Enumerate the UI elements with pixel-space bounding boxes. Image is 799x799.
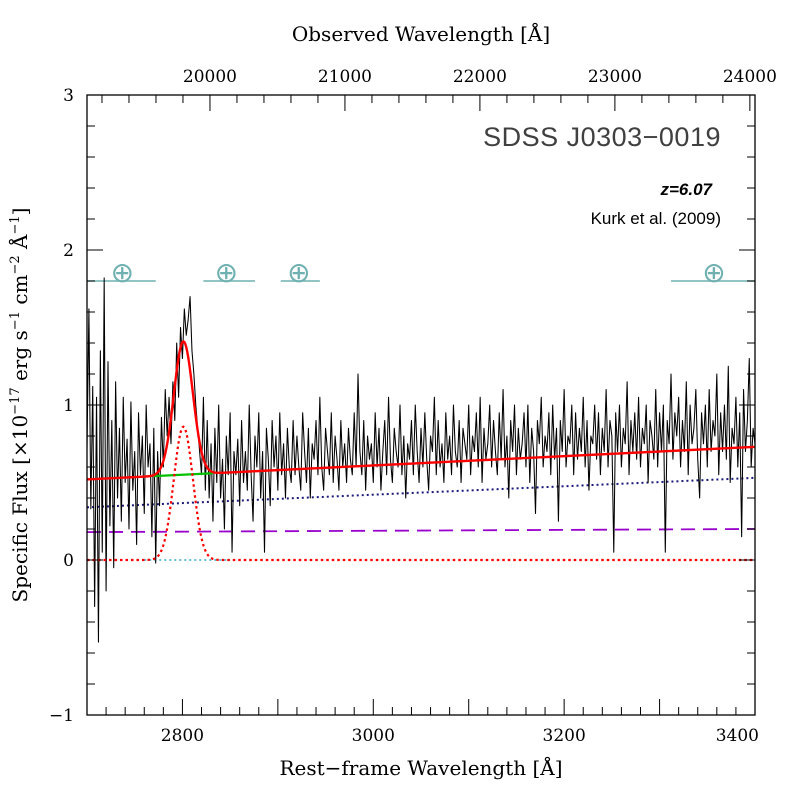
y-axis-label-part-b: erg s	[8, 330, 32, 387]
top-axis-label: Observed Wavelength [Å]	[292, 21, 550, 46]
plot-frame	[86, 94, 756, 716]
bottom-axis-label: Rest−frame Wavelength [Å]	[279, 755, 562, 780]
telluric-earth-icon-1: ⊕	[111, 256, 134, 289]
telluric-earth-icon-2: ⊕	[215, 256, 238, 289]
x2-tick-label: 20000	[183, 67, 237, 87]
y-axis-label-exp-b: −1	[8, 311, 23, 330]
y-axis-label-part-d: Å	[7, 234, 32, 255]
y-tick-label: −1	[49, 706, 74, 726]
observed-spectrum-line	[87, 277, 755, 643]
y-axis-label-exp-a: −17	[8, 387, 23, 414]
y-axis-label-part-c: cm	[8, 274, 32, 311]
reference-annotation: Kurk et al. (2009)	[591, 209, 721, 228]
axis-tick-layer: 2800 3000 3200 3400 −1 0 1 2 3 20000 21000 22000 230…	[49, 67, 777, 746]
y-axis-label-exp-c: −2	[8, 255, 23, 274]
x2-tick-label: 23000	[588, 67, 642, 87]
powerlaw-continuum-line	[87, 528, 755, 533]
y-tick-label: 1	[63, 396, 74, 416]
total-model-line	[87, 340, 755, 481]
telluric-earth-icon-3: ⊕	[287, 256, 310, 289]
mgii-gaussian-line	[87, 425, 755, 562]
y-axis-label-exp-d: −1	[8, 215, 23, 234]
x-tick-label: 3400	[716, 726, 759, 746]
y-axis-label-part-a: Specific Flux [×10	[8, 415, 32, 603]
x2-tick-label: 22000	[453, 67, 507, 87]
telluric-earth-icon-4: ⊕	[702, 256, 725, 289]
redshift-annotation: z=6.07	[659, 180, 713, 199]
y-tick-label: 0	[63, 551, 74, 571]
mgii-continuum-line	[153, 472, 214, 478]
plot-data-layer: ⊕ ⊕ ⊕ ⊕	[87, 256, 755, 643]
x-tick-label: 2800	[161, 726, 204, 746]
y-tick-label: 2	[63, 241, 74, 261]
x2-tick-label: 24000	[723, 67, 777, 87]
y-axis-label-part-e: ]	[8, 208, 32, 216]
chart-title: SDSS J0303−0019	[483, 122, 721, 152]
x-tick-label: 3000	[352, 726, 395, 746]
x2-tick-label: 21000	[318, 67, 372, 87]
y-tick-label: 3	[63, 86, 74, 106]
x-tick-label: 3200	[543, 726, 586, 746]
balmer-continuum-line	[87, 476, 755, 509]
y-axis-label: Specific Flux [×10−17 erg s−1 cm−2 Å−1]	[7, 208, 32, 603]
